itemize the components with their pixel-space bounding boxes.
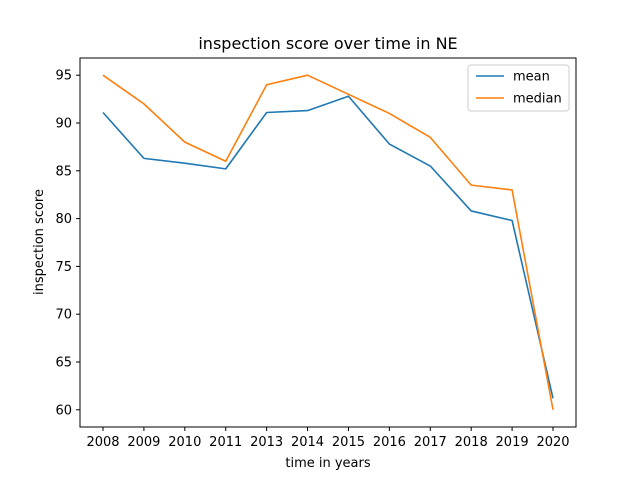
y-tick-label: 90 xyxy=(55,117,72,132)
y-tick-label: 85 xyxy=(55,164,72,179)
x-tick-label: 2014 xyxy=(291,435,324,450)
x-tick-label: 2015 xyxy=(332,435,365,450)
y-tick-label: 65 xyxy=(55,355,72,370)
x-tick-label: 2020 xyxy=(536,435,569,450)
y-tick-label: 80 xyxy=(55,212,72,227)
x-tick-label: 2017 xyxy=(414,435,447,450)
x-tick-label: 2013 xyxy=(250,435,283,450)
x-tick-label: 2009 xyxy=(127,435,160,450)
plot-area: 2008 2009 2010 2011 2013 2014 2015 2016 2017 2018… xyxy=(55,69,569,450)
x-tick-label: 2018 xyxy=(455,435,488,450)
series-line-mean xyxy=(102,95,554,399)
x-tick-label: 2019 xyxy=(496,435,529,450)
y-tick-label: 70 xyxy=(55,308,72,323)
x-tick-label: 2010 xyxy=(168,435,201,450)
x-tick-label: 2008 xyxy=(86,435,119,450)
legend-label-median: median xyxy=(513,92,562,107)
plot-frame xyxy=(79,57,577,428)
legend: mean median xyxy=(467,64,570,112)
y-tick-label: 75 xyxy=(55,260,72,275)
series-line-median xyxy=(102,74,554,410)
legend-label-mean: mean xyxy=(513,70,550,85)
y-axis-label: inspection score xyxy=(32,189,47,295)
x-tick-label: 2016 xyxy=(373,435,406,450)
chart-title: inspection score over time in NE xyxy=(198,34,457,53)
y-tick-label: 95 xyxy=(55,69,72,84)
y-tick-label: 60 xyxy=(55,403,72,418)
x-tick-label: 2011 xyxy=(209,435,242,450)
x-axis-label: time in years xyxy=(285,456,370,471)
